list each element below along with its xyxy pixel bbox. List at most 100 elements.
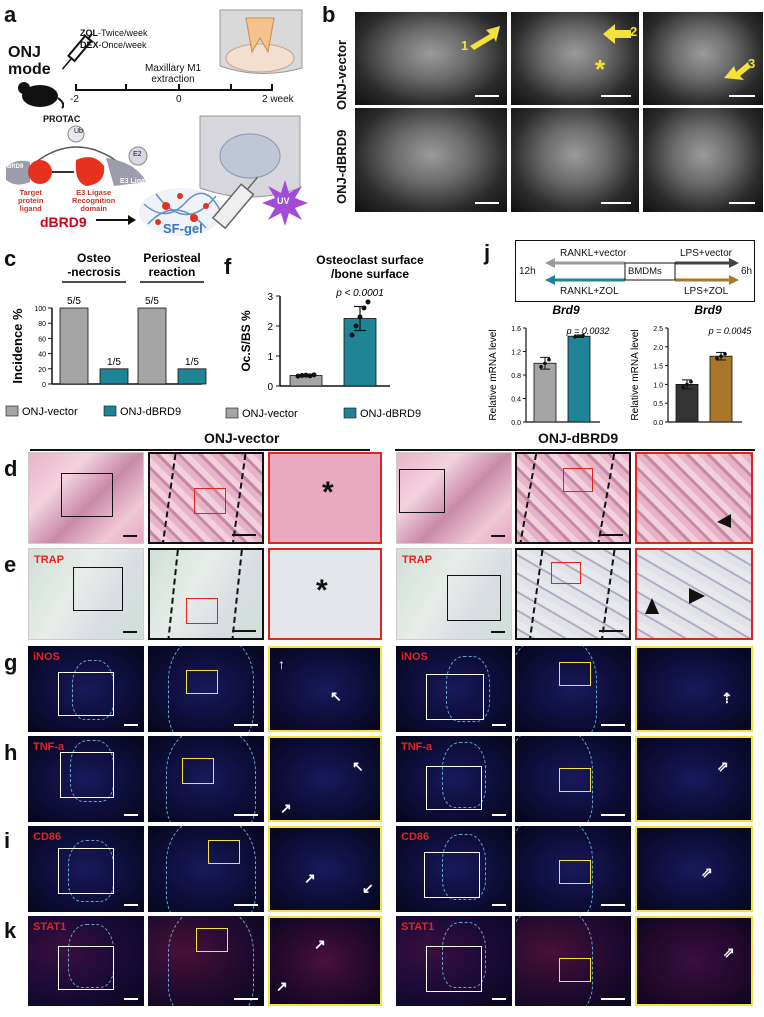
trap-dbrd9-zoom: [515, 548, 631, 640]
y-tick-label: 1.6: [511, 326, 521, 333]
stain-label-inos-2: iNOS: [401, 651, 428, 663]
legend-label: ONJ-vector: [242, 408, 298, 420]
treatment-arrows: [545, 258, 739, 285]
tnfa-dbrd9-detail: ⇗: [635, 736, 753, 822]
y-tick-label: 2: [267, 322, 273, 333]
y-tick-label: 1.2: [511, 350, 521, 357]
inos-vector-overview: iNOS: [28, 646, 144, 732]
he-dbrd9-detail: [635, 452, 753, 544]
cd86-dbrd9-zoom: [515, 826, 631, 912]
cd86-dbrd9-overview: CD86: [396, 826, 512, 912]
trap-vector-detail: *: [268, 548, 382, 640]
data-point: [303, 372, 309, 378]
mouse-icon: [18, 82, 64, 109]
inos-vector-detail: ↑ ↖: [268, 646, 382, 732]
white-dotted-arrow-icon: ⇗: [701, 864, 713, 880]
data-point: [353, 323, 359, 329]
white-arrow-icon: ↖: [330, 688, 342, 704]
section-title-onj-vector: ONJ-vector: [204, 430, 280, 446]
black-arrowhead-icon: [717, 514, 731, 528]
inos-dbrd9-zoom: [515, 646, 631, 732]
chart-title: Brd9: [694, 303, 722, 317]
legend-label: ONJ-dBRD9: [120, 406, 181, 418]
y-tick-label: 20: [38, 367, 46, 374]
ct-dbrd9-coronal: [355, 108, 507, 212]
he-vector-overview: [28, 452, 144, 544]
p-value: p = 0.0032: [566, 326, 610, 336]
group-title: -necrosis: [67, 265, 121, 279]
sf-gel-label: SF-gel: [163, 221, 203, 236]
bar: [177, 368, 207, 385]
ct-vector-coronal: [355, 12, 507, 105]
panel-label-h: h: [4, 740, 18, 765]
section-divider-vector: [30, 449, 370, 451]
panel-label-e: e: [4, 552, 17, 577]
data-point: [715, 356, 719, 361]
white-dotted-arrow-icon: ⇡: [721, 690, 733, 706]
group-title: reaction: [149, 265, 196, 279]
yellow-asterisk: *: [595, 54, 606, 84]
inos-dbrd9-detail: ⇡: [635, 646, 753, 732]
y-tick-label: 0: [267, 382, 273, 393]
tick-0: 0: [176, 94, 182, 105]
white-dotted-arrow-icon: ⇗: [723, 944, 735, 960]
ct-dbrd9-axial: [643, 108, 763, 212]
black-arrowhead-icon: [689, 588, 705, 604]
data-point: [357, 314, 363, 320]
y-axis-label: Oc.S/BS %: [239, 310, 253, 372]
target-ligand-label: Target protein ligand: [18, 188, 44, 213]
data-point: [681, 385, 685, 389]
y-axis-label: Incidence %: [10, 308, 25, 384]
y-tick-label: 2.5: [653, 326, 663, 333]
stain-label-stat1: STAT1: [33, 921, 67, 933]
section-divider-dbrd9: [395, 449, 755, 451]
white-arrow-icon: ↗: [280, 800, 292, 816]
legend-swatch: [225, 407, 239, 419]
data-point: [539, 364, 543, 369]
time-6h-label: 6h: [741, 266, 753, 277]
stat1-vector-detail: ↗ ↗: [268, 916, 382, 1006]
protac-diagram: [6, 125, 148, 186]
data-point: [581, 333, 585, 338]
bar: [675, 384, 699, 423]
y-tick-label: 3: [267, 292, 273, 303]
bar-data-label: 5/5: [67, 296, 81, 307]
y-tick-label: 100: [34, 306, 46, 313]
data-point: [689, 379, 693, 384]
y-tick-label: 0.5: [653, 401, 663, 408]
trap-vector-zoom: [148, 548, 264, 640]
necrosis-asterisk-trap: *: [316, 574, 328, 607]
extraction-label: Maxillary M1 extraction: [145, 63, 202, 85]
data-point: [349, 332, 355, 338]
arrow-right-icon: [96, 215, 136, 225]
chart-f: Osteoclast surface/bone surface 0 1 2 3 Oc.S/…: [225, 253, 424, 420]
bar-data-label: 1/5: [185, 357, 199, 368]
white-arrow-icon: ↑: [278, 656, 285, 672]
stat1-dbrd9-zoom: [515, 916, 631, 1006]
data-point: [365, 299, 371, 305]
stain-label-cd86-2: CD86: [401, 831, 430, 843]
chart-title: Brd9: [552, 303, 580, 317]
chart-c: 0 20 40 60 80 100 Incidence % Osteo-necrosis 5/5…: [5, 251, 207, 418]
row-label-onj-dbrd9: ONJ-dBRD9: [334, 129, 349, 204]
chart-title: Osteoclast surface: [316, 253, 424, 267]
bar: [567, 335, 591, 423]
y-tick-label: 40: [38, 352, 46, 359]
tnfa-dbrd9-zoom: [515, 736, 631, 822]
uv-burst-icon: [262, 180, 308, 226]
panel-label-c: c: [4, 246, 17, 271]
timeline: [75, 84, 273, 91]
tick-minus2: -2: [70, 94, 79, 105]
bar: [533, 362, 557, 423]
bar: [99, 368, 129, 385]
ct-vector-axial: [643, 12, 763, 105]
necrosis-asterisk-he: *: [322, 476, 334, 509]
dex-text: DEX-Once/week: [80, 40, 147, 50]
white-arrow-icon: ↗: [276, 978, 288, 994]
stat1-dbrd9-overview: STAT1: [396, 916, 512, 1006]
white-arrow-icon: ↗: [304, 870, 316, 886]
e3-ligase-label: E3 Ligase: [120, 178, 153, 185]
data-point: [723, 352, 727, 356]
y-tick-label: 80: [38, 321, 46, 328]
data-point: [299, 373, 305, 378]
